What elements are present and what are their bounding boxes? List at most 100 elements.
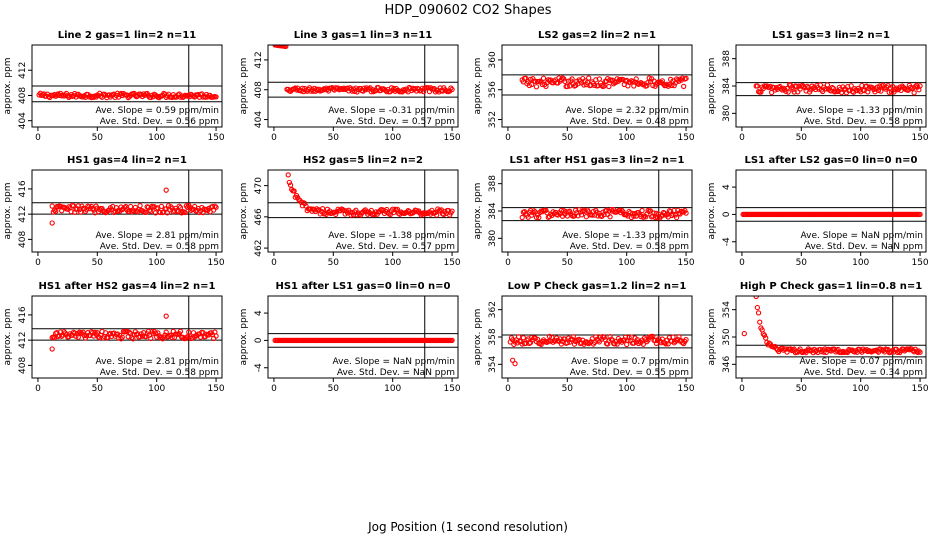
data-point bbox=[177, 94, 184, 100]
data-point bbox=[531, 208, 537, 214]
panel: HS1 after LS1 gas=0 lin=0 n=0 0 50 100 150 -4… bbox=[239, 281, 461, 394]
panel-title: HS1 gas=4 lin=2 n=1 bbox=[67, 155, 187, 166]
slope-annotation: Ave. Slope = 0.7 ppm/min bbox=[571, 357, 689, 367]
panel-data bbox=[736, 45, 926, 127]
data-point bbox=[888, 89, 895, 95]
panel-data bbox=[502, 170, 692, 252]
data-point bbox=[146, 207, 153, 213]
data-point bbox=[564, 340, 570, 346]
data-point bbox=[671, 207, 677, 214]
data-point bbox=[892, 86, 898, 93]
data-point bbox=[653, 340, 660, 347]
y-axis-label: approx. ppm bbox=[239, 183, 249, 240]
data-point bbox=[449, 337, 455, 344]
data-point bbox=[286, 179, 293, 186]
data-point bbox=[75, 334, 81, 340]
data-point bbox=[540, 75, 547, 81]
panel: Low P Check gas=1.2 lin=2 n=1 0 50 100 150 35… bbox=[473, 281, 695, 394]
y-axis-label: approx. ppm bbox=[3, 309, 13, 366]
data-point bbox=[163, 329, 169, 335]
panel: LS1 after LS2 gas=0 lin=0 n=0 0 50 100 150 -4… bbox=[707, 155, 929, 268]
x-tick-label: 150 bbox=[911, 133, 928, 143]
data-point bbox=[778, 86, 784, 92]
y-axis-label: approx. ppm bbox=[473, 309, 483, 366]
data-point bbox=[683, 210, 689, 216]
data-point bbox=[783, 88, 789, 94]
data-point bbox=[333, 211, 339, 217]
data-point bbox=[564, 83, 570, 90]
panel: Line 2 gas=1 lin=2 n=11 0 50 100 150 404 408 41… bbox=[3, 30, 225, 143]
y-tick-label: 346 bbox=[722, 355, 732, 372]
x-tick-label: 150 bbox=[207, 258, 224, 268]
data-point bbox=[916, 348, 922, 354]
data-point bbox=[197, 334, 204, 340]
x-tick-label: 0 bbox=[739, 384, 745, 394]
stddev-annotation: Ave. Std. Dev. = 0.57 ppm bbox=[336, 242, 455, 252]
data-point bbox=[449, 208, 455, 214]
x-tick-label: 50 bbox=[796, 384, 808, 394]
x-tick-label: 100 bbox=[148, 258, 165, 268]
x-tick-label: 100 bbox=[384, 258, 401, 268]
data-point bbox=[552, 338, 559, 344]
data-point bbox=[569, 76, 575, 82]
data-point bbox=[683, 336, 689, 343]
data-point bbox=[666, 81, 673, 88]
y-axis-label: approx. ppm bbox=[239, 58, 249, 115]
data-point bbox=[169, 334, 175, 341]
y-tick-label: 412 bbox=[18, 332, 28, 349]
y-tick-label: 384 bbox=[488, 202, 498, 219]
x-tick-label: 100 bbox=[148, 384, 165, 394]
figure-x-axis-label: Jog Position (1 second resolution) bbox=[367, 520, 568, 534]
panel-title: LS1 after LS2 gas=0 lin=0 n=0 bbox=[744, 155, 917, 166]
data-point bbox=[285, 172, 291, 178]
x-tick-label: 0 bbox=[739, 258, 745, 268]
x-tick-label: 50 bbox=[92, 258, 104, 268]
y-tick-label: 380 bbox=[722, 104, 732, 121]
panel-title: LS1 gas=3 lin=2 n=1 bbox=[772, 30, 890, 41]
x-tick-label: 0 bbox=[35, 384, 41, 394]
data-point bbox=[59, 333, 65, 339]
y-tick-label: 466 bbox=[254, 208, 264, 225]
figure-title: HDP_090602 CO2 Shapes bbox=[384, 3, 551, 18]
data-point bbox=[571, 341, 578, 347]
data-point bbox=[580, 208, 586, 215]
y-axis-label: approx. ppm bbox=[239, 309, 249, 366]
data-point bbox=[350, 86, 357, 92]
y-tick-label: 0 bbox=[254, 337, 264, 343]
x-tick-label: 150 bbox=[911, 384, 928, 394]
data-point bbox=[523, 75, 529, 81]
panel: LS2 gas=2 lin=2 n=1 0 50 100 150 352 356 360 app… bbox=[473, 30, 695, 143]
stddev-annotation: Ave. Std. Dev. = 0.57 ppm bbox=[336, 117, 455, 127]
stddev-annotation: Ave. Std. Dev. = 0.58 ppm bbox=[570, 242, 689, 252]
data-point bbox=[626, 334, 632, 341]
panel-data bbox=[32, 296, 222, 378]
data-point bbox=[186, 329, 192, 335]
y-tick-label: 354 bbox=[722, 301, 732, 318]
panel-data bbox=[268, 296, 458, 378]
stddev-annotation: Ave. Std. Dev. = 0.34 ppm bbox=[804, 368, 923, 378]
data-point bbox=[607, 214, 613, 220]
panel: LS1 after HS1 gas=3 lin=2 n=1 0 50 100 150 38… bbox=[473, 155, 695, 268]
data-point bbox=[848, 83, 854, 89]
data-point bbox=[878, 88, 884, 94]
data-point bbox=[631, 213, 637, 219]
slope-annotation: Ave. Slope = NaN ppm/min bbox=[333, 357, 455, 367]
data-point bbox=[88, 329, 95, 335]
panel-title: Line 3 gas=1 lin=3 n=11 bbox=[294, 30, 433, 41]
data-point bbox=[107, 330, 114, 336]
y-tick-label: 462 bbox=[254, 240, 264, 257]
plot-frame bbox=[735, 169, 927, 253]
panel-grid: Line 2 gas=1 lin=2 n=110 50 100 15040440841… bbox=[3, 30, 929, 394]
data-point bbox=[78, 209, 84, 215]
y-tick-label: 416 bbox=[18, 180, 28, 197]
data-point bbox=[350, 212, 357, 218]
data-point bbox=[669, 212, 675, 219]
stddev-annotation: Ave. Std. Dev. = 0.48 ppm bbox=[570, 117, 689, 127]
data-point bbox=[158, 203, 165, 210]
x-tick-label: 0 bbox=[739, 133, 745, 143]
data-point bbox=[852, 349, 858, 355]
slope-annotation: Ave. Slope = NaN ppm/min bbox=[801, 231, 923, 241]
data-point bbox=[533, 214, 540, 220]
slope-annotation: Ave. Slope = -1.33 ppm/min bbox=[562, 231, 689, 241]
data-point bbox=[49, 220, 55, 226]
